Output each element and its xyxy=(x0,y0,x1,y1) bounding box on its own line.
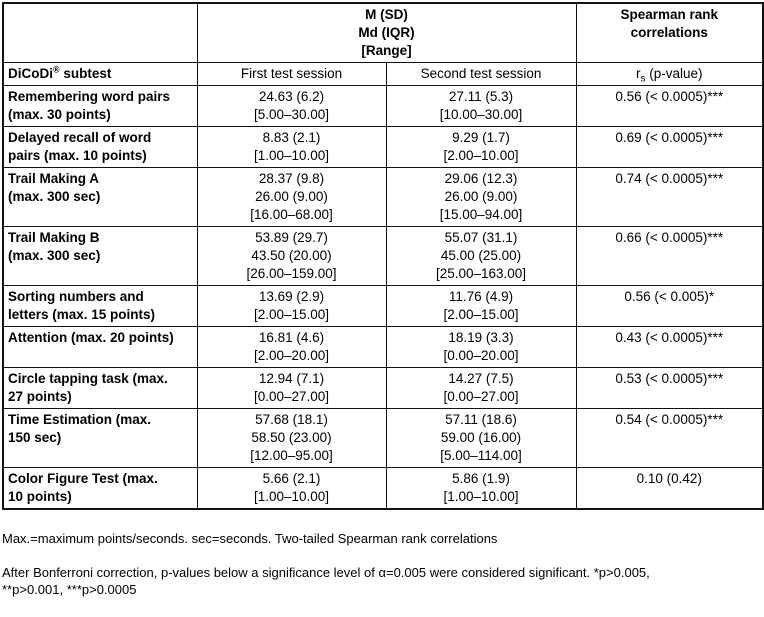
second-session-cell: 55.07 (31.1) 45.00 (25.00) [25.00–163.00… xyxy=(385,226,577,286)
correlation-cell: 0.54 (< 0.0005)*** xyxy=(575,408,764,468)
corner-cell xyxy=(2,2,198,63)
table-row: Time Estimation (max. 150 sec) 57.68 (18… xyxy=(2,408,764,468)
second-session-cell: 57.11 (18.6) 59.00 (16.00) [5.00–114.00] xyxy=(385,408,577,468)
first-session-cell: 24.63 (6.2) [5.00–30.00] xyxy=(196,85,387,127)
subtest-cell: Trail Making B (max. 300 sec) xyxy=(2,226,198,286)
table-row: Color Figure Test (max. 10 points) 5.66 … xyxy=(2,467,764,510)
table-row: Attention (max. 20 points) 16.81 (4.6) [… xyxy=(2,326,764,368)
rs-subscript: s xyxy=(640,73,646,85)
second-session-cell: 5.86 (1.9) [1.00–10.00] xyxy=(385,467,577,510)
subtest-header-base: DiCoDi xyxy=(8,66,53,81)
first-session-cell: 57.68 (18.1) 58.50 (23.00) [12.00–95.00] xyxy=(196,408,387,468)
correlation-cell: 0.74 (< 0.0005)*** xyxy=(575,167,764,227)
second-session-cell: 29.06 (12.3) 26.00 (9.00) [15.00–94.00] xyxy=(385,167,577,227)
correlation-cell: 0.56 (< 0.0005)*** xyxy=(575,85,764,127)
first-session-cell: 13.69 (2.9) [2.00–15.00] xyxy=(196,285,387,327)
correlation-cell: 0.53 (< 0.0005)*** xyxy=(575,367,764,409)
subtest-cell: Remembering word pairs (max. 30 points) xyxy=(2,85,198,127)
correlation-cell: 0.10 (0.42) xyxy=(575,467,764,510)
statistics-header: M (SD) Md (IQR) [Range] xyxy=(196,2,577,63)
second-session-cell: 18.19 (3.3) [0.00–20.00] xyxy=(385,326,577,368)
first-session-cell: 53.89 (29.7) 43.50 (20.00) [26.00–159.00… xyxy=(196,226,387,286)
footnote-abbreviations: Max.=maximum points/seconds. sec=seconds… xyxy=(2,531,498,546)
first-session-cell: 5.66 (2.1) [1.00–10.00] xyxy=(196,467,387,510)
subtest-cell: Sorting numbers and letters (max. 15 poi… xyxy=(2,285,198,327)
table-row: Delayed recall of word pairs (max. 10 po… xyxy=(2,126,764,168)
subtest-cell: Color Figure Test (max. 10 points) xyxy=(2,467,198,510)
first-session-cell: 16.81 (4.6) [2.00–20.00] xyxy=(196,326,387,368)
first-session-cell: 28.37 (9.8) 26.00 (9.00) [16.00–68.00] xyxy=(196,167,387,227)
correlation-cell: 0.43 (< 0.0005)*** xyxy=(575,326,764,368)
spearman-header: Spearman rank correlations xyxy=(575,2,764,63)
subtest-header-rest: subtest xyxy=(59,66,112,81)
rs-base: r xyxy=(635,66,641,81)
table-row: Circle tapping task (max. 27 points) 12.… xyxy=(2,367,764,409)
correlation-cell: 0.56 (< 0.005)* xyxy=(575,285,764,327)
correlation-cell: 0.66 (< 0.0005)*** xyxy=(575,226,764,286)
subtest-cell: Attention (max. 20 points) xyxy=(2,326,198,368)
subtest-column-header: DiCoDi® subtest xyxy=(2,62,198,86)
subtest-cell: Time Estimation (max. 150 sec) xyxy=(2,408,198,468)
footnote-significance: After Bonferroni correction, p-values be… xyxy=(2,565,650,597)
subtest-cell: Circle tapping task (max. 27 points) xyxy=(2,367,198,409)
first-session-column-header: First test session xyxy=(196,62,387,86)
second-session-column-header: Second test session xyxy=(385,62,577,86)
rs-column-header: rs (p-value) xyxy=(575,62,764,86)
rs-rest: (p-value) xyxy=(645,66,703,81)
second-session-cell: 9.29 (1.7) [2.00–10.00] xyxy=(385,126,577,168)
table-row: Trail Making B (max. 300 sec) 53.89 (29.… xyxy=(2,226,764,286)
first-session-cell: 8.83 (2.1) [1.00–10.00] xyxy=(196,126,387,168)
second-session-cell: 27.11 (5.3) [10.00–30.00] xyxy=(385,85,577,127)
results-table: M (SD) Md (IQR) [Range] Spearman rank co… xyxy=(2,2,764,510)
table-footnotes: Max.=maximum points/seconds. sec=seconds… xyxy=(2,513,762,615)
table-row: Trail Making A (max. 300 sec) 28.37 (9.8… xyxy=(2,167,764,227)
header-row-columns: DiCoDi® subtest First test session Secon… xyxy=(2,62,764,86)
subtest-cell: Delayed recall of word pairs (max. 10 po… xyxy=(2,126,198,168)
header-row-statistics: M (SD) Md (IQR) [Range] Spearman rank co… xyxy=(2,2,764,63)
subtest-cell: Trail Making A (max. 300 sec) xyxy=(2,167,198,227)
table-row: Remembering word pairs (max. 30 points) … xyxy=(2,85,764,127)
registered-trademark-symbol: ® xyxy=(53,64,60,75)
second-session-cell: 14.27 (7.5) [0.00–27.00] xyxy=(385,367,577,409)
first-session-cell: 12.94 (7.1) [0.00–27.00] xyxy=(196,367,387,409)
correlation-cell: 0.69 (< 0.0005)*** xyxy=(575,126,764,168)
second-session-cell: 11.76 (4.9) [2.00–15.00] xyxy=(385,285,577,327)
table-row: Sorting numbers and letters (max. 15 poi… xyxy=(2,285,764,327)
